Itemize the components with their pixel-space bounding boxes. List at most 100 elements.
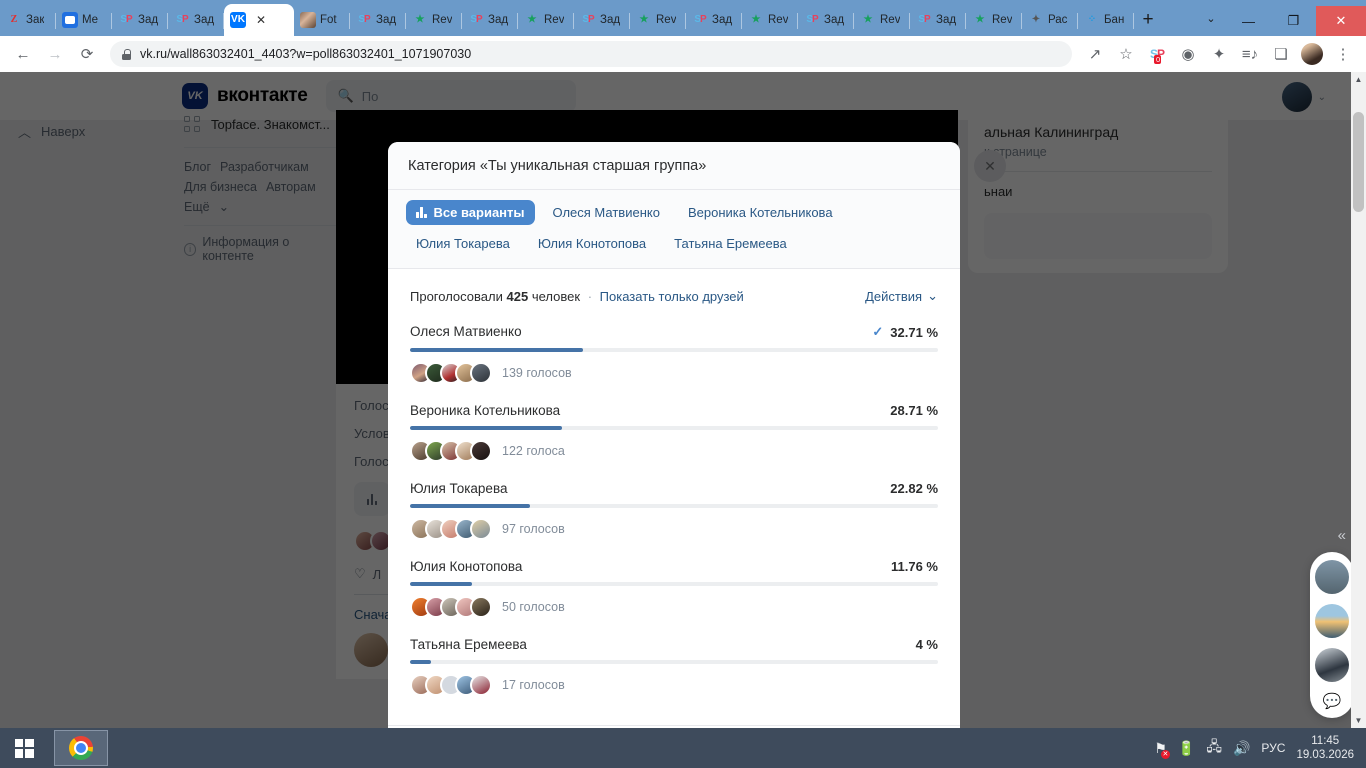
window-maximize-button[interactable]: ❐: [1287, 13, 1300, 28]
poll-option-row: Юлия Конотопова 11.76 %: [410, 559, 938, 618]
voter-avatars[interactable]: [410, 596, 492, 618]
scroll-up-icon[interactable]: ▲: [1354, 75, 1363, 84]
chat-avatar[interactable]: [1315, 648, 1349, 682]
tab-option-2[interactable]: Вероника Котельникова: [687, 205, 833, 220]
scrollbar-thumb[interactable]: [1353, 112, 1364, 212]
chat-collapse-button[interactable]: «: [1337, 527, 1346, 544]
chat-avatar[interactable]: [1315, 604, 1349, 638]
tab-option-1[interactable]: Олеся Матвиенко: [552, 205, 660, 220]
voter-avatars[interactable]: [410, 518, 492, 540]
chrome-menu-icon[interactable]: ⋮: [1335, 46, 1351, 63]
windows-taskbar: ⚑ ✕ 🔋 🖧 🔊 РУС 11:45 19.03.2026: [0, 728, 1366, 768]
page-scrollbar[interactable]: ▲ ▼: [1351, 72, 1366, 728]
language-indicator[interactable]: РУС: [1261, 741, 1286, 755]
option-header: Олеся Матвиенко ✓ 32.71 %: [410, 324, 938, 340]
clock[interactable]: 11:45 19.03.2026: [1296, 734, 1354, 762]
sidepanel-icon[interactable]: ❏: [1274, 46, 1288, 63]
option-footer: 139 голосов: [410, 362, 938, 384]
tab-label: Rev: [432, 14, 453, 26]
poll-option-row: Олеся Матвиенко ✓ 32.71 %: [410, 324, 938, 384]
tab-label: Зад: [194, 14, 215, 26]
actions-label: Действия: [865, 288, 923, 304]
chevron-down-icon: ⌄: [927, 288, 938, 303]
tab-label: Rev: [992, 14, 1013, 26]
browser-tab[interactable]: ★ Rev: [406, 4, 462, 36]
tab-option-4[interactable]: Юлия Конотопова: [537, 236, 647, 251]
modal-option-tabs: Все варианты Олеся Матвиенко Вероника Ко…: [388, 190, 960, 269]
taskbar-chrome-button[interactable]: [54, 730, 108, 766]
window-close-button[interactable]: ✕: [1316, 6, 1366, 36]
option-header: Юлия Токарева 22.82 %: [410, 481, 938, 496]
browser-tab[interactable]: ★ Rev: [742, 4, 798, 36]
sp-extension-icon[interactable]: SP 0: [1149, 47, 1165, 64]
star-icon: ★: [751, 14, 761, 25]
new-tab-button[interactable]: +: [1142, 9, 1154, 30]
voter-avatars[interactable]: [410, 362, 492, 384]
reload-icon[interactable]: ⟳: [80, 46, 94, 63]
modal-filters: Страна и город Возраст Любой Пол Любой: [388, 725, 960, 728]
flag-error-icon[interactable]: ⚑ ✕: [1154, 739, 1170, 759]
window-minimize-button[interactable]: —: [1242, 13, 1255, 29]
error-badge: ✕: [1160, 749, 1170, 759]
puzzle-extensions-icon[interactable]: ✦: [1212, 46, 1226, 63]
chat-avatar[interactable]: [1315, 560, 1349, 594]
network-icon[interactable]: 🖧: [1206, 738, 1222, 754]
option-bar-fill: [410, 348, 583, 352]
option-bar-fill: [410, 504, 531, 508]
profile-avatar[interactable]: [1301, 43, 1323, 65]
message-icon: [62, 12, 78, 28]
browser-tab-active[interactable]: VK ✕: [224, 4, 294, 36]
browser-tab[interactable]: ✦ Рас: [1022, 4, 1078, 36]
bookmark-star-icon[interactable]: ☆: [1119, 46, 1133, 63]
tab-list-chevron-icon[interactable]: ⌄: [1206, 12, 1216, 25]
actions-dropdown[interactable]: Действия ⌄: [865, 288, 938, 304]
tab-close-icon[interactable]: ✕: [256, 13, 267, 27]
modal-body: Проголосовали 425 человек · Показать тол…: [388, 269, 960, 725]
tab-option-3[interactable]: Юлия Токарева: [416, 236, 510, 251]
volume-icon[interactable]: 🔊: [1232, 739, 1251, 756]
media-playlist-icon[interactable]: ≡♪: [1241, 45, 1259, 63]
message-bubble-icon[interactable]: 💬: [1322, 693, 1342, 710]
option-footer: 122 голоса: [410, 440, 938, 462]
photo-icon: [300, 12, 316, 28]
voter-avatars[interactable]: [410, 440, 492, 462]
battery-icon[interactable]: 🔋: [1177, 739, 1196, 756]
tab-option-5[interactable]: Татьяна Еремеева: [674, 236, 787, 251]
option-bar-fill: [410, 660, 432, 664]
forward-icon[interactable]: →: [47, 45, 63, 63]
tab-all-options[interactable]: Все варианты: [406, 200, 535, 225]
browser-tab[interactable]: ★ Rev: [518, 4, 574, 36]
browser-tab[interactable]: Fot: [294, 4, 350, 36]
browser-tab[interactable]: ⁘ Бан: [1078, 4, 1134, 36]
voted-suffix: человек: [531, 288, 581, 304]
modal-header: Категория «Ты уникальная старшая группа»: [388, 142, 960, 190]
option-votes-count: 17 голосов: [502, 678, 565, 692]
back-icon[interactable]: ←: [15, 45, 31, 63]
browser-tab[interactable]: ★ Rev: [630, 4, 686, 36]
scroll-down-icon[interactable]: ▼: [1354, 716, 1363, 725]
browser-tab[interactable]: Me: [56, 4, 112, 36]
address-bar[interactable]: vk.ru/wall863032401_4403?w=poll863032401…: [110, 41, 1072, 67]
browser-tab[interactable]: Z Зак: [0, 4, 56, 36]
browser-tab[interactable]: ★ Rev: [854, 4, 910, 36]
tab-label: Me: [82, 14, 98, 26]
show-friends-only-link[interactable]: Показать только друзей: [599, 288, 744, 304]
start-button[interactable]: [0, 728, 48, 768]
share-icon[interactable]: ↗: [1088, 46, 1102, 63]
avatar: [470, 440, 492, 462]
star-icon: ★: [527, 14, 537, 25]
option-percent: 4 %: [915, 637, 938, 652]
browser-tab[interactable]: ★ Rev: [966, 4, 1022, 36]
voter-avatars[interactable]: [410, 674, 492, 696]
compass-icon[interactable]: ◉: [1181, 46, 1195, 63]
